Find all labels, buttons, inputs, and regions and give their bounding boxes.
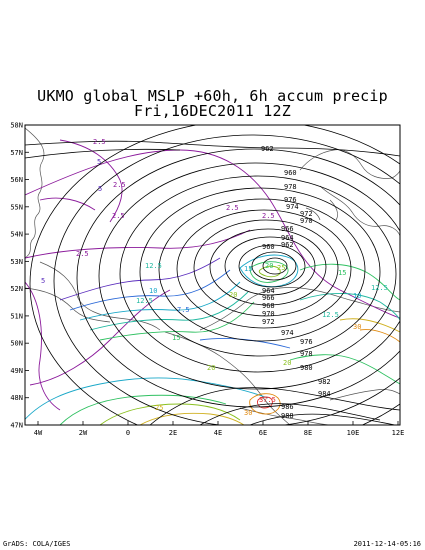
isobar-label: 978	[300, 350, 313, 358]
precip-label: 20	[229, 291, 237, 299]
lon-tick-label: 8E	[304, 429, 312, 437]
precip-label: 10	[353, 292, 361, 300]
lon-tick-label: 4W	[34, 429, 43, 437]
longitude-axis: 4W 2W 0 2E 4E 6E 8E 10E 12E	[34, 421, 405, 437]
isobar-label: 974	[286, 203, 299, 211]
isobar-label: 960	[284, 169, 297, 177]
precip-label: 2.5	[226, 204, 239, 212]
lon-tick-label: 0	[126, 429, 130, 437]
isobars	[25, 125, 400, 425]
lat-tick-label: 50N	[10, 340, 23, 348]
precip-label: 2.5	[262, 212, 275, 220]
precip-label: 12.5	[371, 284, 388, 292]
isobar-label: 984	[318, 390, 331, 398]
lat-tick-label: 58N	[10, 122, 23, 130]
precip-label: 25	[277, 264, 285, 272]
lon-tick-label: 4E	[214, 429, 222, 437]
precip-label: 20	[265, 262, 273, 270]
precip-label: 25	[155, 404, 163, 412]
footer-timestamp: 2011-12-14-05:16	[353, 540, 421, 548]
precip-label: 37.5	[259, 396, 276, 404]
isobar-label: 976	[300, 338, 313, 346]
precip-label: 12.5	[136, 297, 153, 305]
map-title-line-2: Fri,16DEC2011 12Z	[134, 102, 291, 120]
lat-tick-label: 55N	[10, 203, 23, 211]
precip-label: 2.5	[112, 212, 125, 220]
isobar-label: 966	[281, 225, 294, 233]
lat-tick-label: 47N	[10, 422, 23, 430]
precip-label: 2.5	[76, 250, 89, 258]
isobar-label: 964	[281, 234, 294, 242]
lon-tick-label: 2W	[79, 429, 88, 437]
lat-tick-label: 54N	[10, 231, 23, 239]
precip-labels: 2.5 5 2.5 5 2.5 2.5 2.5 2.5 15 20 25 12.…	[41, 138, 388, 417]
isobar-label: 986	[281, 403, 294, 411]
lat-tick-label: 48N	[10, 394, 23, 402]
precip-label: 7.5	[177, 306, 190, 314]
precip-contours	[25, 139, 400, 425]
isobar-label: 980	[300, 364, 313, 372]
map-title-line-1: UKMO global MSLP +60h, 6h accum precip	[37, 87, 388, 105]
isobar-label: 982	[318, 378, 331, 386]
precip-label: 2.5	[113, 181, 126, 189]
precip-label: 12.5	[322, 311, 339, 319]
lon-tick-label: 2E	[169, 429, 177, 437]
isobar-label: 968	[262, 302, 275, 310]
precip-label: 2.5	[93, 138, 106, 146]
isobar-label: 978	[284, 183, 297, 191]
precip-label: 30	[353, 323, 361, 331]
precip-label: 15	[172, 334, 180, 342]
map-frame	[24, 124, 401, 426]
isobar-label: 972	[262, 318, 275, 326]
isobar-label: 970	[300, 217, 313, 225]
coastlines	[25, 127, 400, 425]
precip-label: 5	[98, 185, 102, 193]
lat-tick-label: 56N	[10, 176, 23, 184]
lat-tick-label: 53N	[10, 258, 23, 266]
isobar-label: 972	[300, 210, 313, 218]
precip-label: 12.5	[145, 262, 162, 270]
footer-credit: GrADS: COLA/IGES	[3, 540, 71, 548]
isobar-label: 962	[261, 145, 274, 153]
lon-tick-label: 12E	[392, 429, 405, 437]
precip-label: 15	[338, 269, 346, 277]
isobar-label: 974	[281, 329, 294, 337]
latitude-axis: 58N 57N 56N 55N 54N 53N 52N 51N 50N 49N 48N 47N	[10, 122, 29, 430]
precip-label: 20	[207, 364, 215, 372]
lon-tick-label: 6E	[259, 429, 267, 437]
isobar-label: 962	[281, 241, 294, 249]
precip-label: 20	[283, 359, 291, 367]
isobar-label: 966	[262, 294, 275, 302]
isobar-label: 964	[262, 287, 275, 295]
precip-label: 5	[41, 277, 45, 285]
isobar-label: 976	[284, 196, 297, 204]
lat-tick-label: 49N	[10, 367, 23, 375]
lat-tick-label: 52N	[10, 285, 23, 293]
isobar-label: 960	[262, 243, 275, 251]
isobar-label: 988	[281, 412, 294, 420]
precip-label: 5	[97, 158, 101, 166]
lat-tick-label: 57N	[10, 149, 23, 157]
isobar-labels: 962 960 978 976 974 972 970 966 964 962 …	[261, 145, 331, 420]
isobar-label: 970	[262, 310, 275, 318]
lat-tick-label: 51N	[10, 312, 23, 320]
precip-label: 15	[244, 265, 252, 273]
lon-tick-label: 10E	[347, 429, 360, 437]
precip-label: 10	[149, 287, 157, 295]
precip-label: 30	[244, 409, 252, 417]
